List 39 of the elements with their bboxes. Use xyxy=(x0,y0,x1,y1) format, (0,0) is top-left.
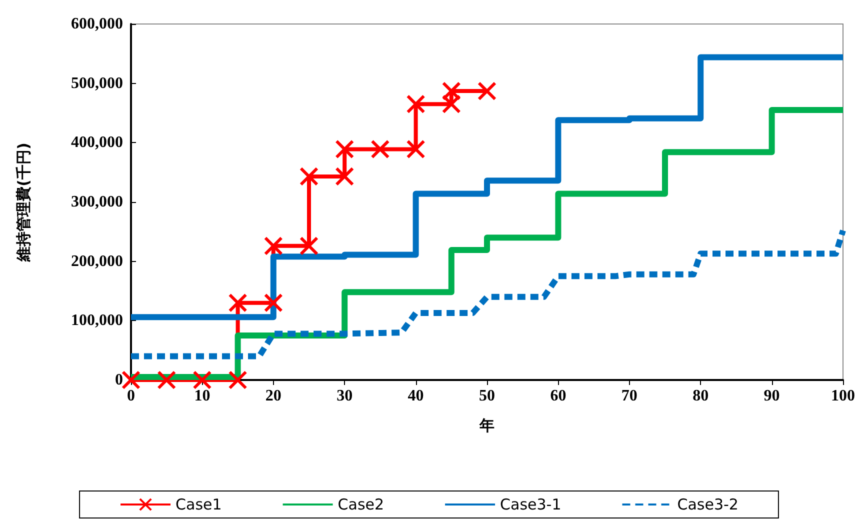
y-tick-label: 400,000 xyxy=(71,134,123,152)
point xyxy=(300,166,318,186)
x-tick-label: 50 xyxy=(479,388,495,404)
x-tick-label: 100 xyxy=(831,388,855,404)
x-tick-label: 0 xyxy=(127,388,135,404)
point xyxy=(157,370,176,390)
point xyxy=(300,236,318,256)
y-tick-label: 500,000 xyxy=(71,74,123,92)
point xyxy=(478,82,496,101)
legend-label: Case1 xyxy=(176,496,222,514)
point xyxy=(122,370,140,390)
x-tick-label: 60 xyxy=(550,388,566,404)
x-tick-label: 40 xyxy=(408,388,424,404)
legend-label: Case2 xyxy=(338,496,384,514)
point xyxy=(406,140,426,159)
x-axis-title: 年 xyxy=(478,416,494,434)
x-tick-label: 70 xyxy=(621,388,638,404)
point xyxy=(228,370,248,390)
y-tick-label: 200,000 xyxy=(71,252,123,270)
point xyxy=(228,293,248,312)
y-tick-label: 100,000 xyxy=(71,312,123,330)
y-tick-label: 300,000 xyxy=(71,194,123,210)
point xyxy=(406,94,426,114)
legend-label: Case3-1 xyxy=(500,496,562,514)
point xyxy=(335,166,354,186)
point xyxy=(370,140,390,159)
y-axis-title: 維持管理費(千円) xyxy=(14,142,32,262)
x-tick-label: 10 xyxy=(194,388,210,404)
point xyxy=(264,293,283,312)
x-tick-label: 20 xyxy=(265,388,282,404)
legend-label: Case3-2 xyxy=(677,496,738,514)
x-tick-label: 90 xyxy=(764,388,780,404)
y-tick-label: 0 xyxy=(115,372,123,388)
point xyxy=(192,370,212,390)
y-tick-label: 600,000 xyxy=(71,16,123,32)
point xyxy=(264,236,283,256)
point xyxy=(335,140,354,159)
x-tick-label: 30 xyxy=(336,388,353,404)
x-tick-label: 80 xyxy=(692,388,709,404)
